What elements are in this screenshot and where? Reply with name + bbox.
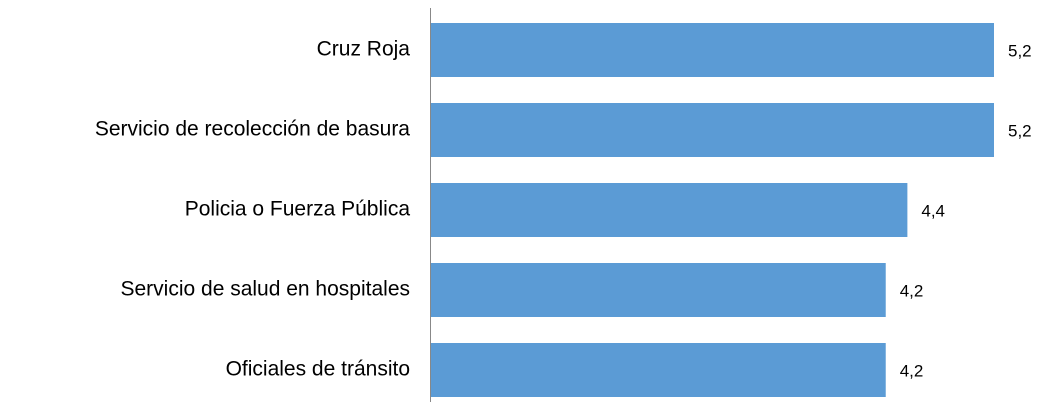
bar: [431, 103, 994, 157]
value-label: 5,2: [1008, 121, 1032, 140]
category-label: Policia o Fuerza Pública: [185, 198, 411, 221]
bar: [431, 183, 908, 237]
category-label: Oficiales de tránsito: [226, 358, 410, 381]
value-label: 5,2: [1008, 41, 1032, 60]
value-label: 4,2: [900, 281, 924, 300]
bar: [431, 23, 994, 77]
category-label: Cruz Roja: [317, 38, 411, 61]
bar: [431, 263, 886, 317]
category-label: Servicio de salud en hospitales: [120, 278, 410, 301]
bar: [431, 343, 886, 397]
value-label: 4,4: [921, 201, 945, 220]
value-label: 4,2: [900, 361, 924, 380]
category-label: Servicio de recolección de basura: [95, 118, 410, 141]
